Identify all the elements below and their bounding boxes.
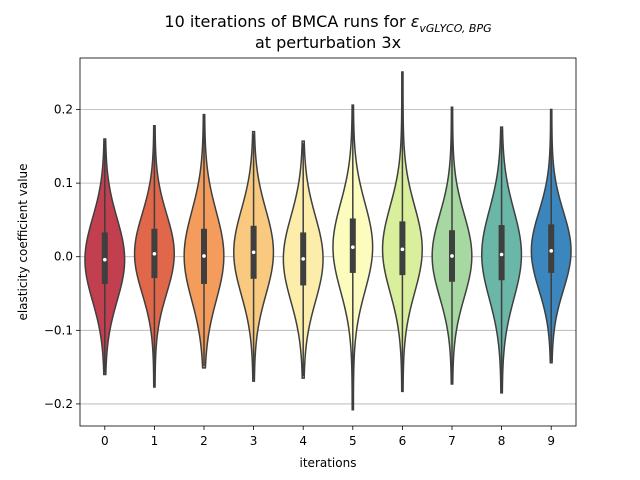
violin-median [450, 254, 454, 258]
violin-5 [332, 104, 374, 411]
x-tick-label: 6 [399, 434, 407, 448]
x-tick-label: 7 [448, 434, 456, 448]
chart-title-line2: at perturbation 3x [255, 33, 401, 52]
x-tick-label: 2 [200, 434, 208, 448]
violin-6 [381, 71, 423, 393]
violin-1 [133, 124, 175, 388]
chart-title-symbol: ε [411, 12, 420, 31]
violin-8 [481, 126, 523, 394]
x-tick-label: 1 [151, 434, 159, 448]
violin-4 [282, 140, 324, 379]
violin-median [202, 254, 206, 258]
violin-median [549, 249, 553, 253]
violin-iqr-box [498, 225, 505, 281]
x-tick-label: 9 [547, 434, 555, 448]
x-tick-label: 3 [250, 434, 258, 448]
chart-title-prefix: 10 iterations of BMCA runs for [164, 12, 410, 31]
chart-title-subscript: vGLYCO, BPG [419, 22, 491, 35]
y-tick-label: −0.2 [44, 397, 73, 411]
x-axis-label: iterations [300, 456, 357, 470]
violin-9 [530, 108, 572, 364]
violin-median [152, 251, 157, 256]
y-tick-label: 0.2 [54, 103, 73, 117]
violin-median [400, 247, 405, 252]
chart-title: 10 iterations of BMCA runs for εvGLYCO, … [164, 12, 491, 35]
plot-frame [79, 57, 577, 427]
y-tick-label: 0.1 [54, 176, 73, 190]
violin-3 [233, 130, 275, 382]
violin-median [499, 252, 504, 257]
violins [84, 71, 572, 411]
x-tick-label: 8 [498, 434, 506, 448]
x-tick-label: 5 [349, 434, 357, 448]
x-tick-label: 4 [299, 434, 307, 448]
x-tick-label: 0 [101, 434, 109, 448]
violin-0 [84, 138, 126, 376]
violin-median [351, 245, 355, 249]
axis-ticks: −0.2 −0.1 0.0 0.1 0.2 0 1 2 3 4 5 6 7 8 9 [44, 103, 555, 448]
y-tick-label: −0.1 [44, 323, 73, 337]
violin-median [103, 257, 107, 262]
violin-iqr-box [548, 224, 555, 273]
violin-median [251, 250, 256, 255]
violin-7 [431, 106, 473, 385]
y-axis-label: elasticity coefficient value [16, 163, 30, 320]
y-tick-label: 0.0 [54, 250, 73, 264]
violin-median [301, 257, 306, 261]
violin-2 [183, 113, 225, 369]
